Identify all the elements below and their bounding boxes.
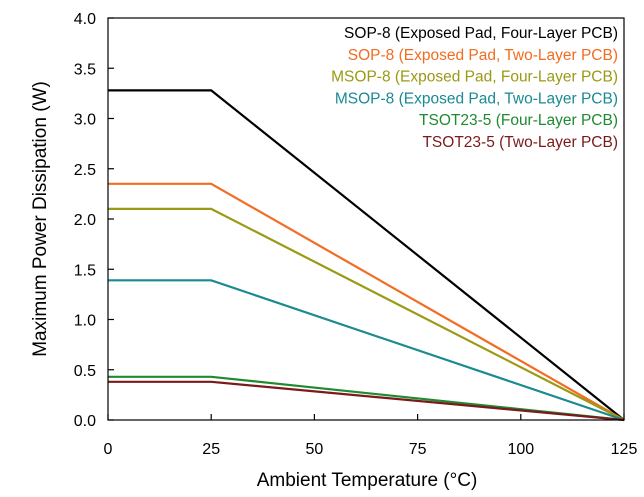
y-tick-label: 0.5 xyxy=(74,363,96,380)
series-layer xyxy=(108,89,625,422)
x-tick-label: 50 xyxy=(306,441,324,458)
series-line-5 xyxy=(108,375,625,422)
plot-background xyxy=(108,18,624,420)
legend: SOP-8 (Exposed Pad, Four-Layer PCB) SOP-8… xyxy=(331,25,618,151)
x-tick-label: 100 xyxy=(507,441,534,458)
y-tick-label: 3.0 xyxy=(74,112,96,129)
series-line-6 xyxy=(108,380,625,422)
y-tick-label: 2.5 xyxy=(74,162,96,179)
y-tick-label: 1.0 xyxy=(74,313,96,330)
series-line-4 xyxy=(108,279,625,422)
y-axis-title: Maximum Power Dissipation (W) xyxy=(30,81,51,357)
legend-entry-6: TSOT23-5 (Two-Layer PCB) xyxy=(422,134,618,151)
y-tick-label: 3.5 xyxy=(74,61,96,78)
y-tick-label: 2.0 xyxy=(74,212,96,229)
legend-entry-1: SOP-8 (Exposed Pad, Four-Layer PCB) xyxy=(344,25,618,42)
y-tick-label: 4.0 xyxy=(74,11,96,28)
series-line-2 xyxy=(108,182,625,421)
x-tick-label: 0 xyxy=(104,441,113,458)
legend-entry-5: TSOT23-5 (Four-Layer PCB) xyxy=(419,112,618,129)
series-line-3 xyxy=(108,207,625,421)
x-tick-label: 75 xyxy=(409,441,427,458)
plot-area xyxy=(108,18,624,420)
legend-entry-2: SOP-8 (Exposed Pad, Two-Layer PCB) xyxy=(348,47,618,64)
axes: 0 25 50 75 100 125 0.0 0.5 1.0 1.5 2.0 2.5 3.0 3.5 4.0 xyxy=(74,11,638,458)
legend-entry-3: MSOP-8 (Exposed Pad, Four-Layer PCB) xyxy=(331,69,618,86)
y-tick-label: 0.0 xyxy=(74,413,96,430)
y-tick-label: 1.5 xyxy=(74,262,96,279)
x-tick-label: 25 xyxy=(202,441,220,458)
x-axis-title: Ambient Temperature (°C) xyxy=(257,470,478,491)
legend-entry-4: MSOP-8 (Exposed Pad, Two-Layer PCB) xyxy=(335,90,618,107)
series-line-1 xyxy=(108,89,625,421)
x-tick-label: 125 xyxy=(611,441,638,458)
